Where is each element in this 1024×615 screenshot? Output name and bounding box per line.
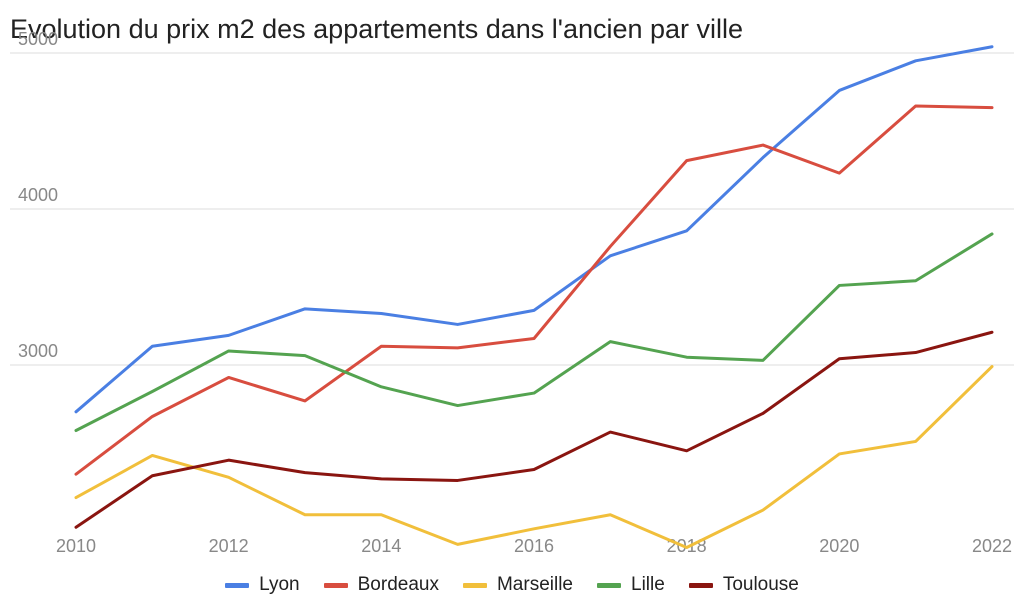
- y-tick-label: 5000: [18, 29, 58, 49]
- legend: Lyon Bordeaux Marseille Lille Toulouse: [0, 574, 1024, 596]
- legend-swatch: [688, 582, 713, 588]
- legend-label: Toulouse: [722, 574, 799, 595]
- legend-swatch: [323, 582, 348, 588]
- series-lines: [74, 45, 994, 550]
- x-tick-label: 2014: [361, 536, 401, 556]
- legend-label: Marseille: [496, 574, 573, 595]
- x-tick-label: 2022: [972, 536, 1012, 556]
- legend-label: Bordeaux: [357, 574, 439, 595]
- gridlines: [10, 52, 1014, 366]
- series-line-lyon: [74, 45, 994, 414]
- series-line-lille: [74, 232, 994, 433]
- y-tick-label: 3000: [18, 341, 58, 361]
- x-tick-label: 2020: [819, 536, 859, 556]
- series-line-marseille: [74, 365, 994, 550]
- legend-item-bordeaux: Bordeaux: [323, 574, 439, 596]
- series-line-toulouse: [74, 330, 994, 529]
- legend-item-toulouse: Toulouse: [688, 574, 799, 596]
- legend-item-lyon: Lyon: [225, 574, 300, 596]
- legend-label: Lyon: [259, 574, 300, 595]
- x-tick-label: 2010: [56, 536, 96, 556]
- y-axis-ticks: 3000 4000 5000: [18, 29, 58, 361]
- legend-item-marseille: Marseille: [462, 574, 573, 596]
- x-axis-ticks: 2010 2012 2014 2016 2018 2020 2022: [56, 536, 1012, 556]
- series-line-bordeaux: [74, 104, 994, 476]
- legend-swatch: [225, 582, 250, 588]
- legend-label: Lille: [631, 574, 665, 595]
- chart-title: Evolution du prix m2 des appartements da…: [10, 14, 744, 44]
- legend-swatch: [462, 582, 487, 588]
- legend-swatch: [597, 582, 621, 588]
- x-tick-label: 2016: [514, 536, 554, 556]
- x-tick-label: 2012: [209, 536, 249, 556]
- legend-item-lille: Lille: [597, 574, 665, 596]
- y-tick-label: 4000: [18, 185, 58, 205]
